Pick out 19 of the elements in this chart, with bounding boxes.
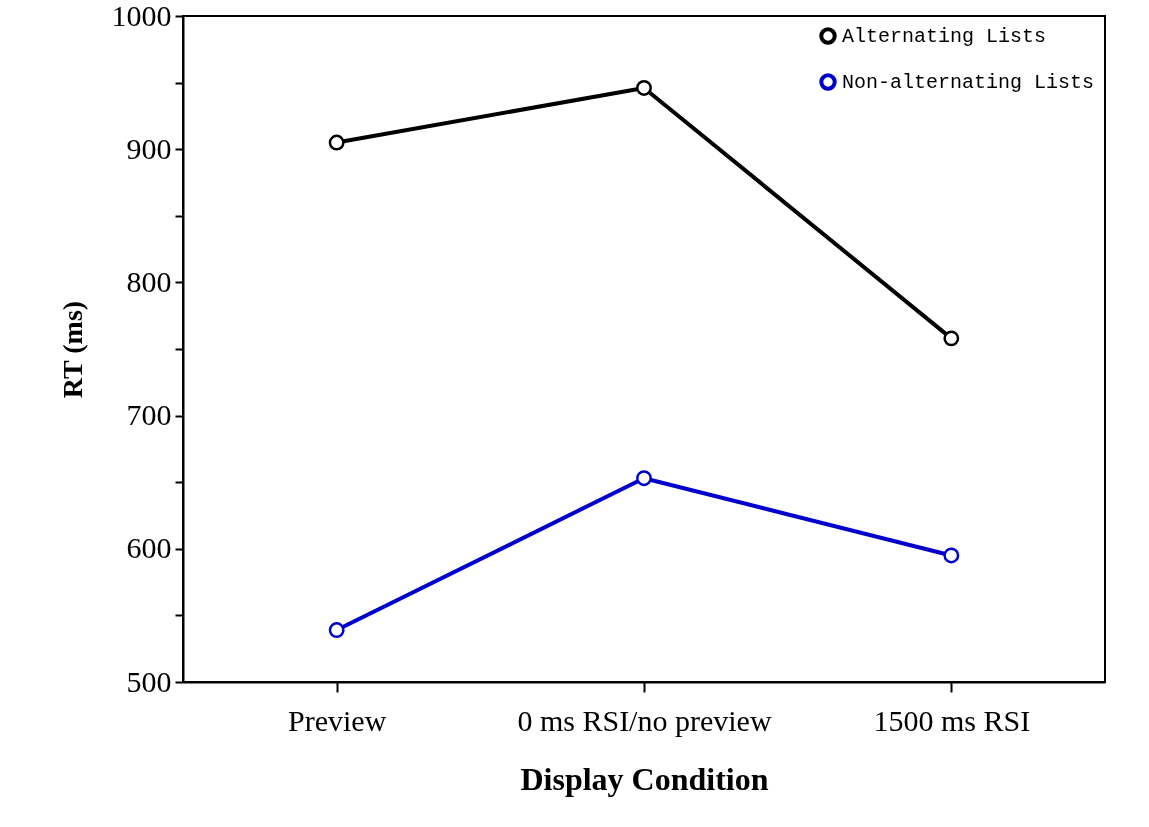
y-tick-label: 800 <box>126 264 172 298</box>
point <box>943 547 960 564</box>
point <box>328 134 345 151</box>
point <box>943 330 960 347</box>
y-tick-label: 600 <box>126 531 172 565</box>
legend-label: Non-alternating Lists <box>842 71 1095 94</box>
y-tick-label: 700 <box>126 398 172 432</box>
y-tick-label: 1000 <box>111 0 172 32</box>
x-axis-title: Display Condition <box>520 760 769 797</box>
y-tick-label: 500 <box>126 664 172 698</box>
x-tick-label: 0 ms RSI/no preview <box>517 703 772 737</box>
point <box>636 470 652 487</box>
point <box>328 622 345 638</box>
y-tick-label: 900 <box>126 131 172 165</box>
x-tick-label: 1500 ms RSI <box>873 703 1031 737</box>
legend-label: Alternating Lists <box>842 25 1047 48</box>
point <box>636 79 652 96</box>
x-tick-label: Preview <box>288 703 387 737</box>
y-axis-title: RT (ms) <box>56 300 88 399</box>
